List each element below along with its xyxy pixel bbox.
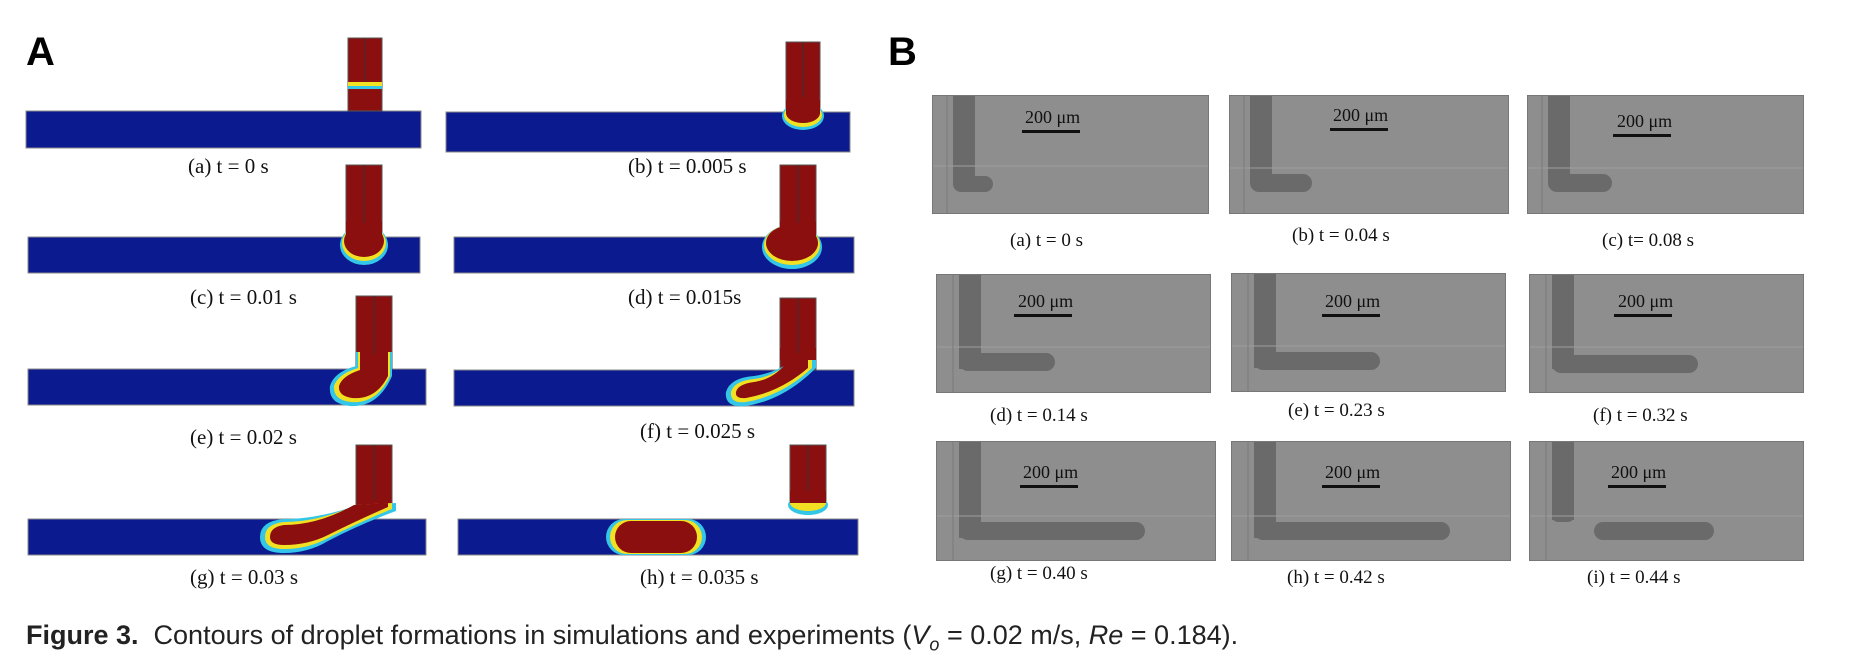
exp-frame-i-image — [1530, 442, 1803, 560]
sim-frame-g-image — [27, 444, 427, 556]
exp-frame-i — [1529, 441, 1804, 561]
exp-frame-d — [936, 274, 1211, 393]
exp-frame-c — [1527, 95, 1804, 214]
sim-caption-c: (c) t = 0.01 s — [190, 285, 297, 309]
exp-scale-bar-f — [1614, 314, 1672, 317]
sim-caption-h: (h) t = 0.035 s — [640, 565, 759, 589]
sim-caption-e: (e) t = 0.02 s — [190, 425, 297, 449]
exp-frame-f — [1529, 274, 1804, 393]
exp-frame-e-image — [1232, 274, 1505, 391]
figure-caption-v-value: = 0.02 m/s, — [939, 620, 1089, 650]
exp-caption-d: (d) t = 0.14 s — [990, 405, 1088, 426]
exp-caption-e: (e) t = 0.23 s — [1288, 400, 1385, 421]
exp-scale-bar-e — [1322, 314, 1380, 317]
exp-scale-bar-h — [1322, 485, 1380, 488]
exp-frame-a — [932, 95, 1209, 214]
exp-frame-e — [1231, 273, 1506, 392]
exp-caption-a: (a) t = 0 s — [1010, 230, 1083, 251]
exp-scale-label-h: 200 μm — [1325, 462, 1381, 482]
sim-frame-b-image — [445, 41, 851, 153]
exp-caption-h: (h) t = 0.42 s — [1287, 567, 1385, 588]
exp-scale-bar-g — [1020, 485, 1078, 488]
exp-caption-b: (b) t = 0.04 s — [1292, 225, 1390, 246]
exp-caption-g: (g) t = 0.40 s — [990, 563, 1088, 584]
exp-frame-g — [936, 441, 1216, 561]
figure-caption-v-symbol: V — [911, 620, 930, 650]
sim-frame-d-image — [453, 164, 855, 274]
sim-caption-f: (f) t = 0.025 s — [640, 419, 756, 443]
sim-frame-e-image — [27, 295, 427, 407]
exp-scale-label-e: 200 μm — [1325, 291, 1381, 311]
exp-scale-label-g: 200 μm — [1023, 462, 1079, 482]
exp-frame-d-image — [937, 275, 1210, 392]
exp-frame-h-image — [1232, 442, 1510, 560]
exp-caption-f: (f) t = 0.32 s — [1593, 405, 1688, 426]
sim-caption-d: (d) t = 0.015s — [628, 285, 742, 309]
exp-scale-label-c: 200 μm — [1617, 111, 1673, 131]
exp-scale-bar-b — [1330, 128, 1388, 131]
exp-scale-label-a: 200 μm — [1025, 107, 1081, 127]
exp-caption-i: (i) t = 0.44 s — [1587, 567, 1681, 588]
figure-caption-re-value: = 0.184). — [1123, 620, 1239, 650]
sim-frame-a-image — [25, 37, 422, 149]
sim-frame-f-image — [453, 297, 855, 407]
exp-frame-h — [1231, 441, 1511, 561]
figure-caption: Figure 3. Contours of droplet formations… — [26, 620, 1238, 655]
sim-frame-h-image — [457, 444, 859, 556]
exp-frame-b-image — [1230, 96, 1508, 213]
exp-scale-label-f: 200 μm — [1618, 291, 1674, 311]
figure-caption-v-subscript: o — [929, 634, 940, 655]
exp-frame-a-image — [933, 96, 1208, 213]
panel-b-label: B — [888, 30, 917, 74]
exp-scale-bar-i — [1608, 485, 1666, 488]
exp-frame-f-image — [1530, 275, 1803, 392]
exp-scale-label-i: 200 μm — [1611, 462, 1667, 482]
exp-scale-bar-d — [1014, 314, 1072, 317]
figure-caption-re-symbol: Re — [1088, 620, 1124, 650]
sim-caption-b: (b) t = 0.005 s — [628, 154, 747, 178]
exp-frame-g-image — [937, 442, 1215, 560]
sim-caption-g: (g) t = 0.03 s — [190, 565, 299, 589]
sim-caption-a: (a) t = 0 s — [188, 154, 269, 178]
exp-caption-c: (c) t= 0.08 s — [1602, 230, 1694, 251]
exp-frame-b — [1229, 95, 1509, 214]
exp-scale-label-b: 200 μm — [1333, 105, 1389, 125]
exp-scale-bar-c — [1613, 134, 1671, 137]
exp-scale-label-d: 200 μm — [1018, 291, 1074, 311]
sim-frame-c-image — [27, 164, 421, 274]
panel-a-label: A — [26, 30, 55, 74]
exp-scale-bar-a — [1022, 130, 1080, 133]
exp-frame-c-image — [1528, 96, 1803, 213]
figure-caption-text: Contours of droplet formations in simula… — [153, 620, 912, 650]
figure-caption-label: Figure 3. — [26, 620, 139, 650]
